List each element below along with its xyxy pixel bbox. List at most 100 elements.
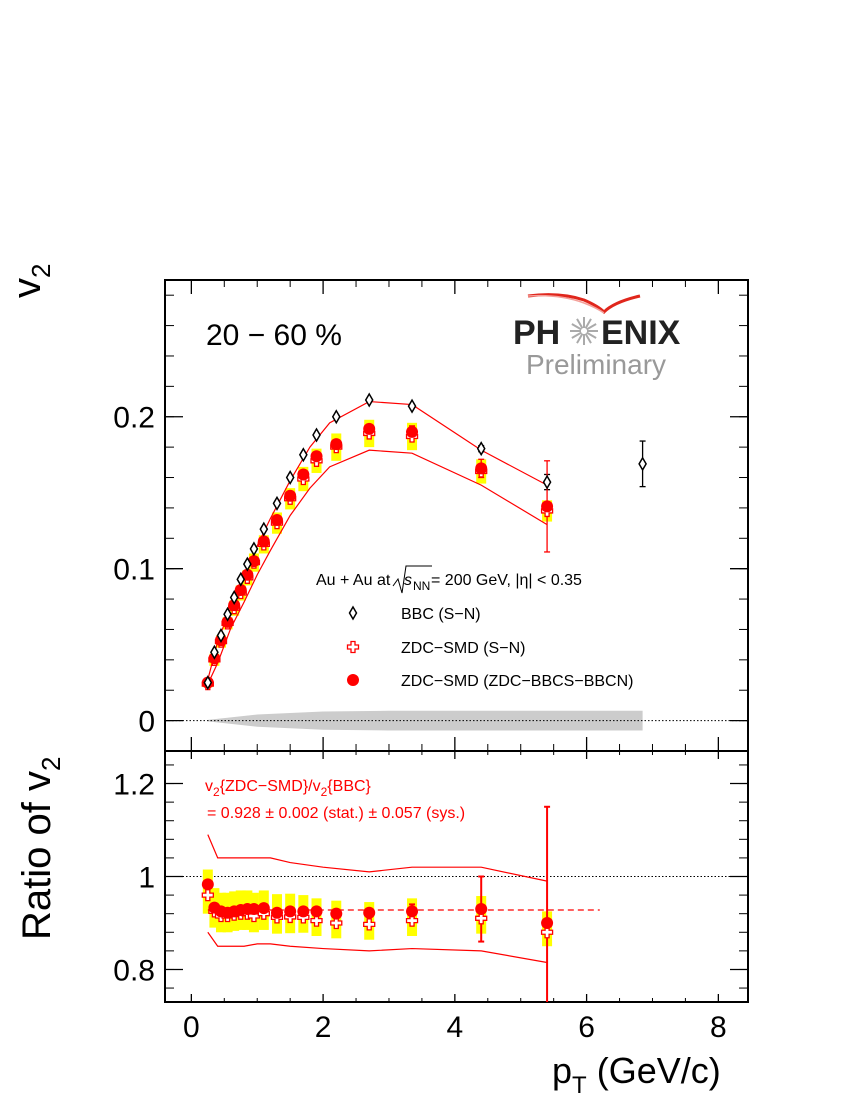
ratio-circle-point xyxy=(247,903,260,916)
top-markers xyxy=(201,392,647,691)
legend-entry-bbc: BBC (S−N) xyxy=(401,606,481,623)
bottom-y-tick-label: 0.8 xyxy=(113,954,155,987)
legend-entry-zdc-sn: ZDC−SMD (S−N) xyxy=(401,640,525,657)
logo-text-left: PH xyxy=(513,314,560,352)
ratio-circle-point xyxy=(406,905,419,918)
ratio-circle-point xyxy=(297,905,310,918)
logo-subtitle: Preliminary xyxy=(526,349,666,380)
open-diamond-point xyxy=(242,556,252,572)
open-diamond-point xyxy=(312,427,321,443)
bottom-y-tick-label: 1.2 xyxy=(113,769,155,802)
open-diamond-point xyxy=(236,571,246,587)
open-diamond-point xyxy=(285,470,295,486)
filled-circle-point xyxy=(475,462,488,475)
bottom-x-ticks: 0 2 4 6 8 xyxy=(183,751,727,1044)
open-diamond-point xyxy=(249,541,259,557)
bottom-x-tick-label: 8 xyxy=(710,1011,727,1044)
ratio-circle-point xyxy=(201,878,214,891)
ratio-annotation-line1: v2{ZDC−SMD}/v2{BBC} xyxy=(205,778,372,799)
filled-circle-point xyxy=(284,489,297,502)
filled-circle-point xyxy=(297,468,310,481)
logo-star-ray xyxy=(584,318,592,329)
filled-circle-point xyxy=(406,425,419,438)
logo-star-ray xyxy=(576,318,584,329)
ratio-circle-point xyxy=(310,905,323,918)
ratio-band-lower xyxy=(207,931,548,964)
top-y-axis-label: v2 xyxy=(5,264,56,298)
open-diamond-point xyxy=(210,644,219,660)
legend-title-s: s xyxy=(404,572,412,589)
top-y-ticks: 0 0.1 0.2 xyxy=(113,294,748,752)
open-diamond-point xyxy=(638,456,647,472)
logo-star-ray xyxy=(576,333,584,344)
x-axis-label: pT (GeV/c) xyxy=(552,1050,721,1099)
bottom-y-axis-label: Ratio of v2 xyxy=(15,757,66,940)
logo-star-ray xyxy=(586,331,597,339)
legend-marker-circle xyxy=(347,674,359,686)
logo-star-ray xyxy=(571,331,582,339)
bottom-panel: 0.8 1 1.2 0 2 4 6 8 Ratio of v2 v2{ZDC−SMD}/v2… xyxy=(15,750,749,1099)
legend-marker-diamond xyxy=(348,605,358,621)
centrality-label: 20 − 60 % xyxy=(206,319,342,352)
legend-title-suffix: = 200 GeV, |η| < 0.35 xyxy=(431,572,582,589)
filled-circle-point xyxy=(228,599,241,612)
bottom-x-tick-label: 2 xyxy=(315,1011,332,1044)
open-diamond-point xyxy=(542,474,552,490)
logo-swoosh-shadow xyxy=(527,294,605,314)
ratio-cross-point xyxy=(201,888,214,902)
bottom-x-tick-label: 6 xyxy=(578,1011,595,1044)
filled-circle-point xyxy=(310,450,323,463)
filled-circle-point xyxy=(270,514,283,527)
legend-title: Au + Au at s NN = 200 GeV, |η| < 0.35 xyxy=(316,572,582,594)
open-diamond-point xyxy=(259,521,269,537)
ratio-cross-point xyxy=(405,914,419,927)
top-panel: 0 0.1 0.2 v2 20 − 60 % PH ENIX Preliminary… xyxy=(5,264,749,752)
open-diamond-point xyxy=(203,675,213,691)
ratio-circle-point xyxy=(270,906,283,919)
legend-entry-zdc-bbc: ZDC−SMD (ZDC−BBCS−BBCN) xyxy=(401,673,633,690)
filled-circle-point xyxy=(257,535,270,548)
legend-title-prefix: Au + Au at xyxy=(316,572,391,589)
open-diamond-point xyxy=(298,447,308,463)
top-y-tick-label: 0.1 xyxy=(113,554,155,587)
filled-circle-point xyxy=(363,422,376,435)
logo-star-icon xyxy=(570,317,598,345)
legend-markers xyxy=(346,605,360,686)
ratio-band-upper xyxy=(207,834,548,882)
bottom-y-ticks: 0.8 1 1.2 xyxy=(113,764,748,989)
ratio-circle-point xyxy=(541,916,554,929)
bottom-band-lines xyxy=(207,834,548,964)
filled-circle-point xyxy=(221,615,234,628)
legend: Au + Au at s NN = 200 GeV, |η| < 0.35 BB… xyxy=(316,565,633,690)
legend-title-nn: NN xyxy=(413,579,430,593)
ratio-circle-point xyxy=(475,903,488,916)
phenix-logo: PH ENIX Preliminary xyxy=(513,293,681,380)
open-diamond-point xyxy=(229,590,239,606)
top-x-ticks xyxy=(190,280,720,751)
legend-sqrt-sign xyxy=(392,565,432,594)
ratio-cross-point xyxy=(540,926,554,939)
filled-circle-point xyxy=(541,500,554,513)
ratio-cross-point xyxy=(363,918,376,931)
open-diamond-point xyxy=(272,495,282,511)
ratio-circle-point xyxy=(330,907,343,920)
legend-marker-cross xyxy=(346,640,360,654)
filled-circle-point xyxy=(234,583,247,596)
ratio-circle-point xyxy=(363,906,376,919)
logo-text-right: ENIX xyxy=(601,314,681,352)
sys-band-lower xyxy=(207,449,548,685)
open-diamond-point xyxy=(216,628,226,644)
bottom-y-tick-label: 1 xyxy=(138,862,155,895)
bottom-x-tick-label: 4 xyxy=(447,1011,464,1044)
ratio-circle-point xyxy=(284,905,297,918)
ratio-annotation-line2: = 0.928 ± 0.002 (stat.) ± 0.057 (sys.) xyxy=(207,805,465,822)
logo-star-ray xyxy=(571,323,582,331)
logo-star-ray xyxy=(584,333,592,344)
filled-circle-point xyxy=(241,568,254,581)
filled-circle-point xyxy=(330,438,343,451)
open-diamond-point xyxy=(331,409,341,425)
open-diamond-point xyxy=(407,398,417,414)
logo-star-ray xyxy=(586,323,597,331)
